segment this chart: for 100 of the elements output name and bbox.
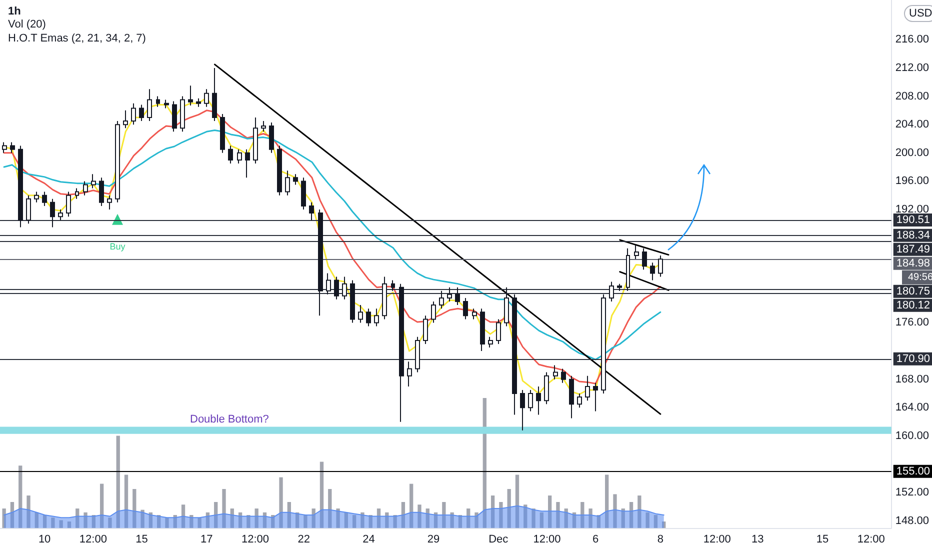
candlestick <box>18 145 23 228</box>
candlestick <box>415 336 420 373</box>
x-tick-label: 8 <box>657 534 664 546</box>
candlestick <box>147 88 152 122</box>
text: 1h <box>8 6 22 18</box>
bar <box>393 515 397 528</box>
bar <box>426 508 430 528</box>
candlestick <box>609 281 614 302</box>
y-tick-label: 216.00 <box>895 34 930 46</box>
bar <box>279 477 283 528</box>
candlestick <box>504 286 509 327</box>
bar <box>287 502 291 528</box>
candlestick <box>382 276 387 320</box>
candlestick <box>131 102 136 126</box>
candlestick <box>301 177 306 210</box>
candlestick <box>528 389 533 412</box>
bar <box>165 518 169 528</box>
candlestick <box>642 248 647 270</box>
y-tick-label: 176.00 <box>895 316 930 329</box>
annotation: Double Bottom? <box>190 414 269 426</box>
candlestick <box>391 280 395 292</box>
candlestick <box>423 315 428 344</box>
candlestick <box>139 104 144 122</box>
candlestick <box>366 308 371 327</box>
candlestick <box>569 375 574 419</box>
bar <box>140 510 144 528</box>
candlestick <box>544 372 549 405</box>
candlestick <box>350 280 355 324</box>
bar <box>548 496 552 528</box>
candlestick <box>536 386 541 416</box>
x-tick-label: 12:00 <box>533 534 561 546</box>
bar <box>344 512 348 528</box>
candlestick <box>455 286 460 306</box>
candlestick <box>512 294 517 416</box>
candlestick <box>212 67 217 122</box>
candlestick <box>253 116 258 164</box>
bar <box>410 484 414 528</box>
candlestick <box>58 209 63 221</box>
candlestick <box>42 191 47 206</box>
candlestick <box>399 283 404 422</box>
bar <box>442 502 446 528</box>
candlestick <box>220 113 225 154</box>
x-tick-label: 12:00 <box>703 534 731 546</box>
bar <box>312 508 316 528</box>
bar <box>580 502 584 528</box>
bar <box>320 462 324 528</box>
bar <box>450 512 454 528</box>
bar <box>51 518 55 528</box>
candlestick <box>358 304 363 324</box>
bar <box>474 512 478 528</box>
bar <box>116 436 120 528</box>
candlestick <box>634 244 639 260</box>
candlestick <box>277 145 282 196</box>
bar <box>2 508 6 528</box>
candlestick <box>561 368 566 384</box>
ref-line-label: 190.51 <box>896 214 930 226</box>
candlestick <box>658 255 663 278</box>
x-tick-label: 22 <box>298 534 310 546</box>
bar <box>230 508 234 528</box>
candlestick <box>472 308 477 320</box>
candlestick <box>261 120 266 132</box>
x-tick-label: 24 <box>362 534 375 546</box>
bar <box>336 508 340 528</box>
candlestick <box>66 191 71 218</box>
bar <box>34 512 38 528</box>
x-tick-label: 15 <box>136 534 148 546</box>
candlestick <box>180 96 185 132</box>
bar <box>490 496 495 528</box>
ref-line-label: 155.00 <box>896 465 930 478</box>
y-tick-label: 196.00 <box>895 175 930 188</box>
candlestick <box>269 122 274 154</box>
bar <box>613 494 617 528</box>
y-tick-label: 164.00 <box>895 402 930 414</box>
ref-line-label: 170.90 <box>896 352 930 365</box>
candlestick <box>285 170 290 196</box>
candlestick <box>26 194 31 224</box>
bar <box>564 508 568 528</box>
candlestick <box>439 290 444 310</box>
bar <box>181 504 186 528</box>
candlestick <box>237 148 242 164</box>
candlestick <box>496 318 501 344</box>
candlestick <box>245 148 250 178</box>
candlestick <box>204 88 209 108</box>
candlestick <box>228 145 233 164</box>
y-tick-label: 148.00 <box>895 514 930 527</box>
bar <box>376 508 381 528</box>
bar <box>42 515 47 528</box>
text: USD <box>909 8 932 20</box>
candlestick <box>2 142 7 154</box>
ref-line-label: 184.98 <box>896 257 930 270</box>
x-tick-label: 13 <box>752 534 764 546</box>
candlestick <box>156 96 160 108</box>
series-label: Buy <box>110 241 126 252</box>
candlestick <box>107 194 112 210</box>
bar <box>629 502 634 528</box>
bar <box>532 508 536 528</box>
ref-line-label: 187.49 <box>896 243 930 256</box>
x-tick-label: 12:00 <box>79 534 107 546</box>
candlestick <box>334 276 339 300</box>
candlestick <box>123 110 128 129</box>
